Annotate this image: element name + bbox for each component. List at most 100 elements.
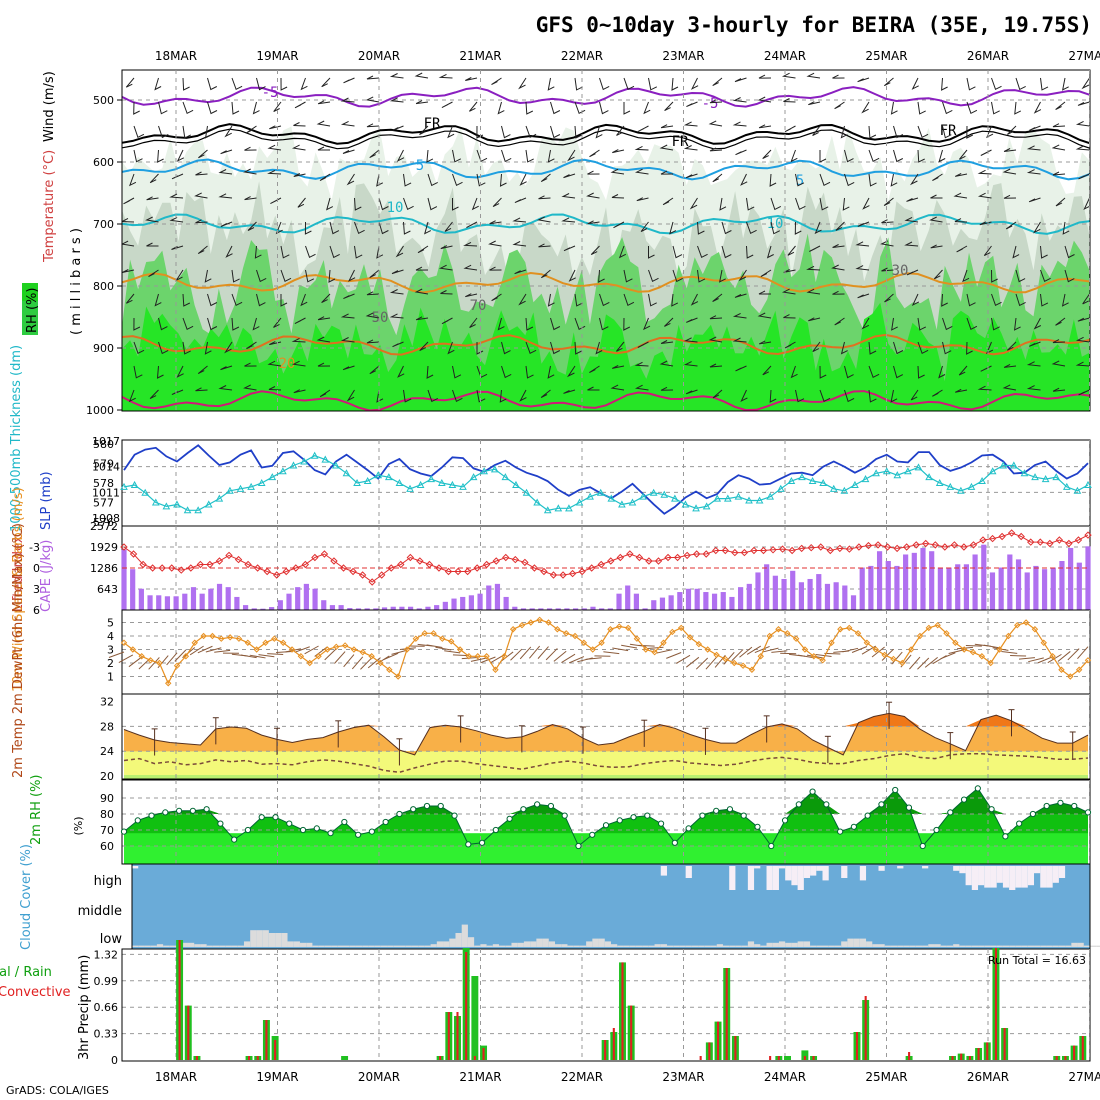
wind-barb <box>893 341 904 355</box>
wind-barb <box>207 317 218 331</box>
wind-barb <box>195 387 208 392</box>
wind-barb <box>868 125 877 139</box>
wind-barb <box>491 77 502 86</box>
wind-barb <box>354 197 362 211</box>
rh-point <box>781 817 789 824</box>
wind-barb <box>540 269 551 279</box>
wind-barb <box>403 197 414 210</box>
li-point <box>120 543 128 551</box>
cloud-low-bar <box>343 945 350 947</box>
cape-lifted-index-panel: -3 0 3 6 2572 1929 1286 643 <box>29 520 1092 617</box>
thk-background <box>122 440 1090 526</box>
thickness-point <box>914 463 923 471</box>
cloud-low-bar <box>312 945 319 947</box>
cloud-high-bar <box>1052 866 1059 883</box>
li-point <box>473 564 481 572</box>
cloud-low-bar <box>331 945 338 947</box>
cape-bar <box>798 582 804 610</box>
wind-barb <box>991 293 1002 307</box>
wind-barb <box>231 101 240 115</box>
rh-point <box>272 814 279 821</box>
wind-barb <box>538 243 551 248</box>
cape-bar <box>989 572 996 610</box>
cloud-high-bar <box>978 866 985 886</box>
cape-bar <box>772 575 778 610</box>
precip-total-bar <box>471 976 479 1060</box>
cloud-low-bar <box>1009 945 1016 947</box>
wind-speed-point <box>368 653 375 660</box>
thickness-point <box>692 504 700 512</box>
wind-barb <box>343 293 355 300</box>
wind-speed-point <box>704 646 711 653</box>
cape-bar <box>790 570 796 610</box>
wind-speed-label: 10m Wind Speed & Barbs (m/s) <box>11 487 26 692</box>
cloud-low-bar <box>660 944 667 947</box>
li-point <box>931 541 939 549</box>
wind-barb <box>842 197 850 211</box>
cape-tick-label: 1286 <box>90 562 118 575</box>
wind-barb-10m <box>258 654 275 658</box>
cloud-low-bar <box>679 945 686 947</box>
wind-barb <box>182 125 192 139</box>
wind-speed-point <box>165 680 172 687</box>
wind-barb <box>697 221 705 235</box>
wind-barb <box>550 101 561 115</box>
bottom-date-label: 18MAR <box>155 1070 197 1084</box>
wind-barb <box>244 146 257 151</box>
top-date-label: 25MAR <box>865 49 907 63</box>
wind-barb <box>589 365 600 373</box>
wind-barb <box>819 365 827 379</box>
wind-barb <box>906 269 919 276</box>
cape-bar <box>1076 562 1082 610</box>
wind-barb-10m <box>426 644 443 648</box>
wind-barb <box>784 125 796 133</box>
thickness-point <box>819 478 828 486</box>
rh-point <box>492 826 499 834</box>
isotherm-line <box>122 333 1090 356</box>
wind-barb <box>880 240 894 247</box>
li-point <box>788 546 796 555</box>
wind-barb-10m <box>568 656 585 664</box>
li-point <box>941 543 949 551</box>
wind-barb <box>305 245 316 259</box>
li-point <box>1017 532 1025 541</box>
top-date-label: 22MAR <box>561 49 603 63</box>
cloud-low-bar <box>1090 945 1097 947</box>
cape-bar <box>998 567 1004 610</box>
contour-label: 5 <box>416 158 424 174</box>
rh-point <box>933 826 940 834</box>
wind-barb <box>708 120 723 127</box>
wind-barb-10m <box>1001 650 1018 654</box>
wind-barb <box>427 197 438 211</box>
cape-bar <box>1033 565 1039 610</box>
wind-barb <box>501 149 512 163</box>
wind-barb-10m <box>731 649 744 662</box>
li-point <box>969 541 978 549</box>
cape-bar <box>451 598 457 610</box>
thickness-point <box>628 498 637 506</box>
rh-point <box>823 801 830 808</box>
wind-speed-point <box>916 632 924 640</box>
rh-legend-swatch-top <box>22 283 38 301</box>
wind-barb <box>911 77 919 90</box>
wind-barb <box>244 362 257 367</box>
cape-bar <box>677 592 683 610</box>
cloud-low-bar <box>940 945 947 947</box>
wind-barb <box>884 293 894 303</box>
wind-barb <box>574 101 586 114</box>
cape-bar <box>390 606 396 610</box>
precip-convective-bar <box>708 1042 711 1060</box>
wind-speed-point <box>713 651 720 659</box>
wind-barb <box>1007 125 1017 135</box>
cloud-high-bar <box>959 866 966 874</box>
wind-barb <box>857 77 870 83</box>
thickness-point <box>141 488 150 496</box>
wind-barb <box>376 173 384 187</box>
cape-bar <box>216 583 223 610</box>
wind-barb <box>563 173 576 179</box>
li-point <box>855 543 863 551</box>
wind-barb <box>340 120 355 127</box>
precip-convective-bar <box>1064 1056 1067 1060</box>
wind-speed-point <box>890 655 897 663</box>
wind-barb <box>977 385 992 391</box>
